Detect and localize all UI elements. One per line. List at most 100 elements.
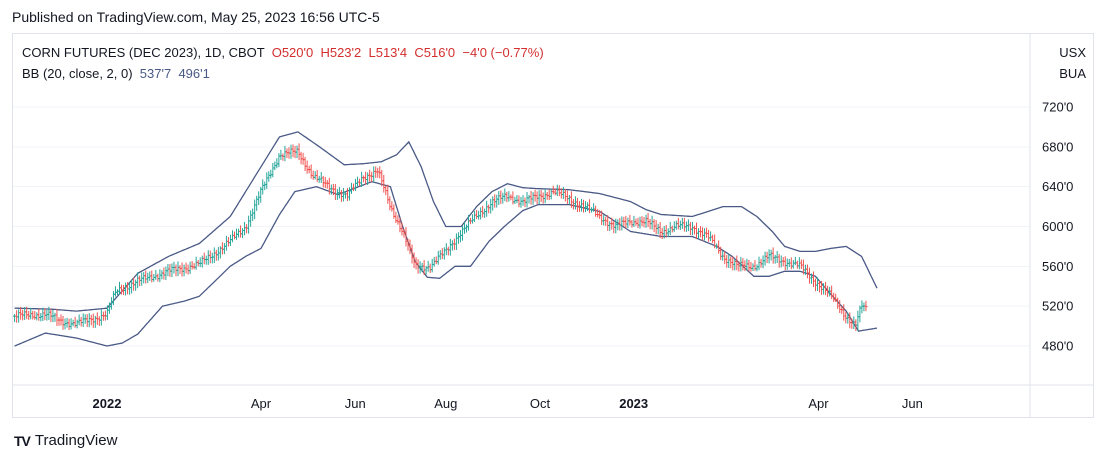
y-tick-label: 600'0 [1042, 219, 1073, 234]
ohlc-bar-up [188, 261, 192, 275]
ohlc-bar-up [458, 229, 463, 243]
ohlc-bar-down [362, 175, 366, 183]
ohlc-bar-down [505, 191, 509, 203]
ohlc-change: −4'0 (−0.77%) [462, 45, 544, 60]
ohlc-bar-up [424, 265, 428, 275]
ohlc-bar-down [311, 170, 315, 180]
x-tick-label: Jun [902, 396, 923, 411]
ohlc-bar-up [240, 228, 245, 239]
ohlc-bar-up [460, 225, 465, 241]
ohlc-open: O520'0 [271, 45, 314, 60]
y-tick-label: 480'0 [1042, 339, 1073, 354]
ohlc-bar-down [642, 217, 646, 228]
ohlc-bar-down [31, 310, 35, 320]
ohlc-bar-up [355, 176, 360, 187]
ohlc-bar-up [470, 214, 475, 224]
ohlc-bar-down [634, 218, 638, 226]
ohlc-bar-up [295, 145, 299, 159]
ohlc-bar-down [339, 189, 344, 202]
ohlc-bar-up [531, 192, 535, 205]
ohlc-bar-down [694, 222, 699, 240]
ohlc-bar-up [53, 312, 57, 322]
ohlc-bar-up [263, 181, 267, 191]
ohlc-bar-up [537, 190, 541, 205]
symbol-legend[interactable]: CORN FUTURES (DEC 2023), 1D, CBOT O520'0… [22, 45, 544, 60]
ohlc-bar-down [299, 151, 303, 165]
ohlc-bar-down [351, 183, 356, 192]
ohlc-bar-up [353, 178, 358, 191]
ohlc-bar-down [474, 210, 479, 220]
ohlc-bar-down [499, 190, 503, 204]
bb-legend[interactable]: BB (20, close, 2, 0) 537'7 496'1 [22, 66, 210, 81]
tradingview-logo-icon: TV [14, 432, 31, 449]
ohlc-bar-up [442, 247, 446, 260]
ohlc-bar-down [563, 188, 567, 202]
ohlc-bar-up [495, 194, 499, 208]
ohlc-bar-down [89, 314, 93, 326]
ohlc-bar-down [364, 171, 368, 185]
ohlc-bar-down [735, 255, 739, 271]
ohlc-bar-down [565, 190, 569, 204]
bb-upper-band [14, 131, 878, 312]
ohlc-bar-down [386, 184, 390, 204]
currency-code[interactable]: USX [1059, 45, 1086, 60]
currency-unit[interactable]: BUA [1059, 66, 1086, 81]
ohlc-bar-down [57, 317, 61, 326]
ohlc-bar-up [255, 195, 259, 211]
ohlc-bar-down [511, 191, 515, 205]
ohlc-bar-down [795, 260, 799, 269]
ohlc-bar-up [93, 315, 97, 328]
ohlc-bar-up [154, 269, 158, 280]
ohlc-bar-down [428, 263, 432, 274]
ohlc-bar-down [303, 156, 307, 172]
ohlc-bar-up [87, 313, 91, 328]
ohlc-bar-down [67, 318, 71, 331]
ohlc-bar-up [198, 257, 202, 268]
ohlc-bar-up [454, 233, 459, 250]
ohlc-bar-up [448, 238, 452, 256]
ohlc-bar-up [674, 220, 678, 230]
ohlc-bar-up [216, 247, 220, 261]
ohlc-bar-up [763, 251, 767, 266]
ohlc-bar-down [79, 316, 83, 327]
ohlc-bar-down [581, 199, 586, 213]
ohlc-bar-down [208, 250, 212, 264]
y-tick-label: 560'0 [1042, 259, 1073, 274]
ohlc-bar-up [709, 231, 713, 242]
ohlc-bar-up [176, 261, 180, 277]
ohlc-bar-down [37, 308, 41, 321]
ohlc-bar-up [793, 256, 797, 266]
ohlc-bar-up [277, 153, 281, 168]
ohlc-bar-up [372, 166, 376, 183]
ohlc-bar-down [226, 237, 231, 247]
ohlc-bar-down [440, 248, 444, 260]
ohlc-bar-up [341, 188, 346, 202]
ohlc-bar-down [725, 254, 729, 268]
ohlc-bar-up [430, 258, 434, 273]
ohlc-bar-down [434, 256, 438, 265]
ohlc-bar-up [271, 163, 275, 178]
ohlc-bar-down [388, 196, 392, 211]
ohlc-bar-up [142, 272, 146, 284]
price-bars [13, 143, 868, 332]
ohlc-bar-down [676, 217, 680, 230]
ohlc-bar-up [140, 272, 144, 286]
ohlc-bar-up [420, 262, 424, 273]
ohlc-bar-up [549, 189, 553, 200]
ohlc-bar-down [481, 205, 485, 218]
ohlc-bar-up [757, 256, 761, 271]
bb-name: BB (20, close, 2, 0) [22, 66, 133, 81]
symbol-name: CORN FUTURES (DEC 2023), 1D, CBOT [22, 45, 265, 60]
tradingview-brand[interactable]: TV TradingView [14, 432, 117, 449]
ohlc-bar-down [864, 300, 868, 312]
ohlc-bar-up [99, 309, 103, 326]
ohlc-bar-down [410, 244, 414, 264]
ohlc-bar-down [232, 231, 237, 240]
ohlc-bar-down [850, 318, 854, 329]
ohlc-bar-down [382, 174, 386, 193]
ohlc-bar-up [483, 208, 487, 218]
ohlc-bar-up [620, 216, 624, 231]
ohlc-bar-up [13, 314, 17, 323]
ohlc-bar-up [269, 169, 273, 179]
